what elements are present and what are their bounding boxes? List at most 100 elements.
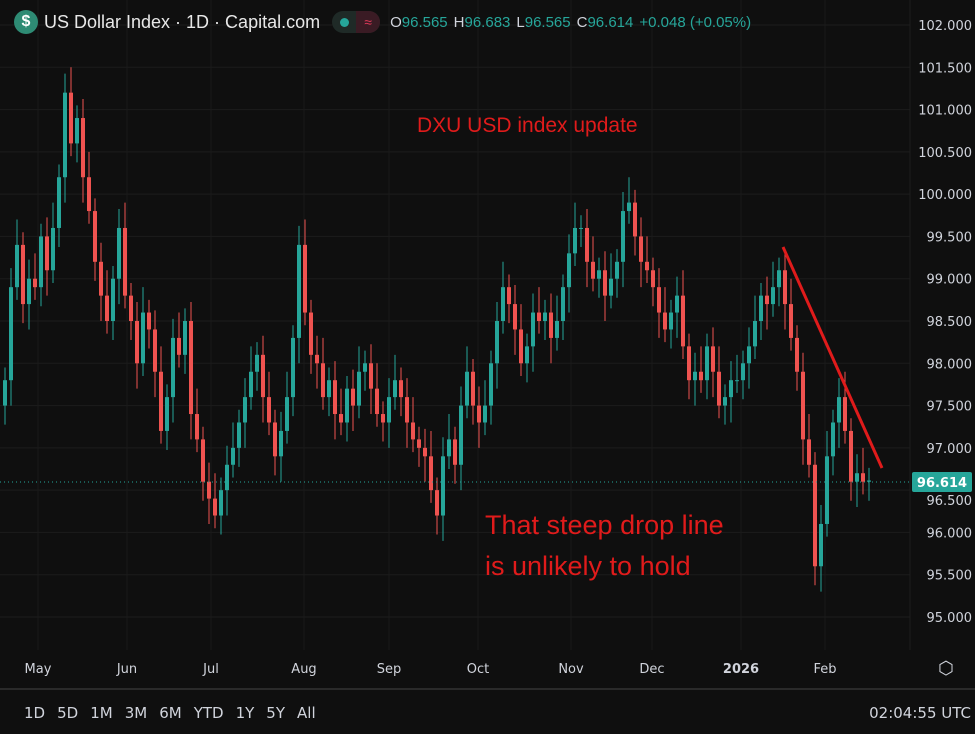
range-button-1y[interactable]: 1Y [235, 704, 255, 722]
candle-body [747, 346, 751, 364]
candle-body [117, 227, 121, 279]
range-button-6m[interactable]: 6M [159, 704, 182, 722]
ohlc-legend: O96.565 H96.683 L96.565 C96.614 +0.048 (+0.0… [390, 13, 752, 31]
range-button-1m[interactable]: 1M [90, 704, 113, 722]
candle [261, 335, 265, 423]
candle [735, 354, 739, 393]
y-tick-label: 98.500 [927, 315, 973, 330]
candle [3, 367, 7, 425]
candle-body [87, 177, 91, 212]
candle [501, 261, 505, 334]
candle-body [483, 405, 487, 423]
candle-body [507, 287, 511, 305]
candle [201, 426, 205, 501]
candle-body [447, 439, 451, 457]
change-value: +0.048 (+0.05%) [639, 13, 752, 31]
candle-body [153, 329, 157, 372]
candle-body [579, 227, 583, 229]
candle-body [309, 312, 313, 355]
candle-body [219, 490, 223, 516]
x-tick-label: Aug [291, 662, 316, 677]
candle-body [639, 236, 643, 262]
candle [651, 257, 655, 307]
candle-body [129, 295, 133, 321]
candle [477, 386, 481, 448]
candle [483, 380, 487, 436]
status-pill[interactable]: ≈ [332, 11, 381, 33]
candle [333, 361, 337, 440]
candle-body [459, 405, 463, 465]
candle [789, 278, 793, 351]
candle [21, 232, 25, 324]
candle [45, 217, 49, 296]
candle [117, 208, 121, 305]
x-tick-label: Oct [467, 662, 489, 677]
range-button-all[interactable]: All [297, 704, 316, 722]
candle-body [753, 321, 757, 347]
candle-body [231, 447, 235, 465]
candle-body [615, 261, 619, 279]
candle [345, 375, 349, 442]
y-tick-label: 100.000 [918, 188, 972, 203]
candle-body [489, 363, 493, 406]
candle-body [105, 295, 109, 321]
candle [837, 378, 841, 448]
price-chart[interactable]: DXU USD index update That steep drop lin… [0, 0, 975, 688]
x-tick-label: Sep [377, 662, 402, 677]
candle-body [321, 363, 325, 398]
candle-body [57, 177, 61, 228]
candle-body [315, 354, 319, 364]
range-button-ytd[interactable]: YTD [193, 704, 224, 722]
candle [849, 418, 853, 501]
x-tick-label: May [25, 662, 52, 677]
candle [279, 411, 283, 482]
candle-body [297, 244, 301, 338]
candle [777, 257, 781, 307]
annotation-title[interactable]: DXU USD index update [417, 114, 638, 137]
candle-body [771, 287, 775, 305]
candle-body [93, 211, 97, 262]
candle [825, 430, 829, 537]
candle [771, 261, 775, 317]
wave-icon: ≈ [356, 11, 381, 33]
candle-body [633, 202, 637, 237]
candle-body [777, 270, 781, 288]
y-tick-label: 97.000 [927, 442, 973, 457]
candle-body [201, 439, 205, 482]
x-tick-label: Nov [558, 662, 584, 677]
range-button-5y[interactable]: 5Y [266, 704, 286, 722]
last-price-badge [912, 472, 972, 492]
candle [609, 253, 613, 309]
candle-body [177, 337, 181, 355]
candle [453, 426, 457, 484]
y-tick-label: 96.500 [927, 494, 973, 509]
candle-body [669, 312, 673, 330]
candle-body [519, 329, 523, 364]
candle-body [849, 430, 853, 482]
range-button-5d[interactable]: 5D [57, 704, 79, 722]
settings-icon[interactable]: ⬡ [938, 658, 954, 679]
candle-body [645, 261, 649, 271]
candle-body [675, 295, 679, 313]
candle-body [339, 414, 343, 423]
symbol-title[interactable]: US Dollar Index · 1D · Capital.com [44, 11, 321, 32]
candle-body [585, 227, 589, 262]
trendline[interactable] [781, 246, 884, 469]
candle [867, 467, 871, 501]
annotation-line-1[interactable]: That steep drop line [485, 510, 724, 540]
candle [855, 454, 859, 508]
candle-body [525, 346, 529, 364]
candle-body [627, 202, 631, 212]
candle [639, 217, 643, 288]
candle-body [33, 278, 37, 288]
candle-body [411, 422, 415, 440]
annotation-line-2[interactable]: is unlikely to hold [485, 551, 691, 581]
candle-body [465, 371, 469, 406]
y-tick-label: 100.500 [918, 146, 972, 161]
range-button-1d[interactable]: 1D [24, 704, 46, 722]
candle [423, 428, 427, 482]
range-button-3m[interactable]: 3M [124, 704, 148, 722]
candle-body [327, 380, 331, 398]
candle-body [159, 371, 163, 431]
candle [219, 477, 223, 535]
